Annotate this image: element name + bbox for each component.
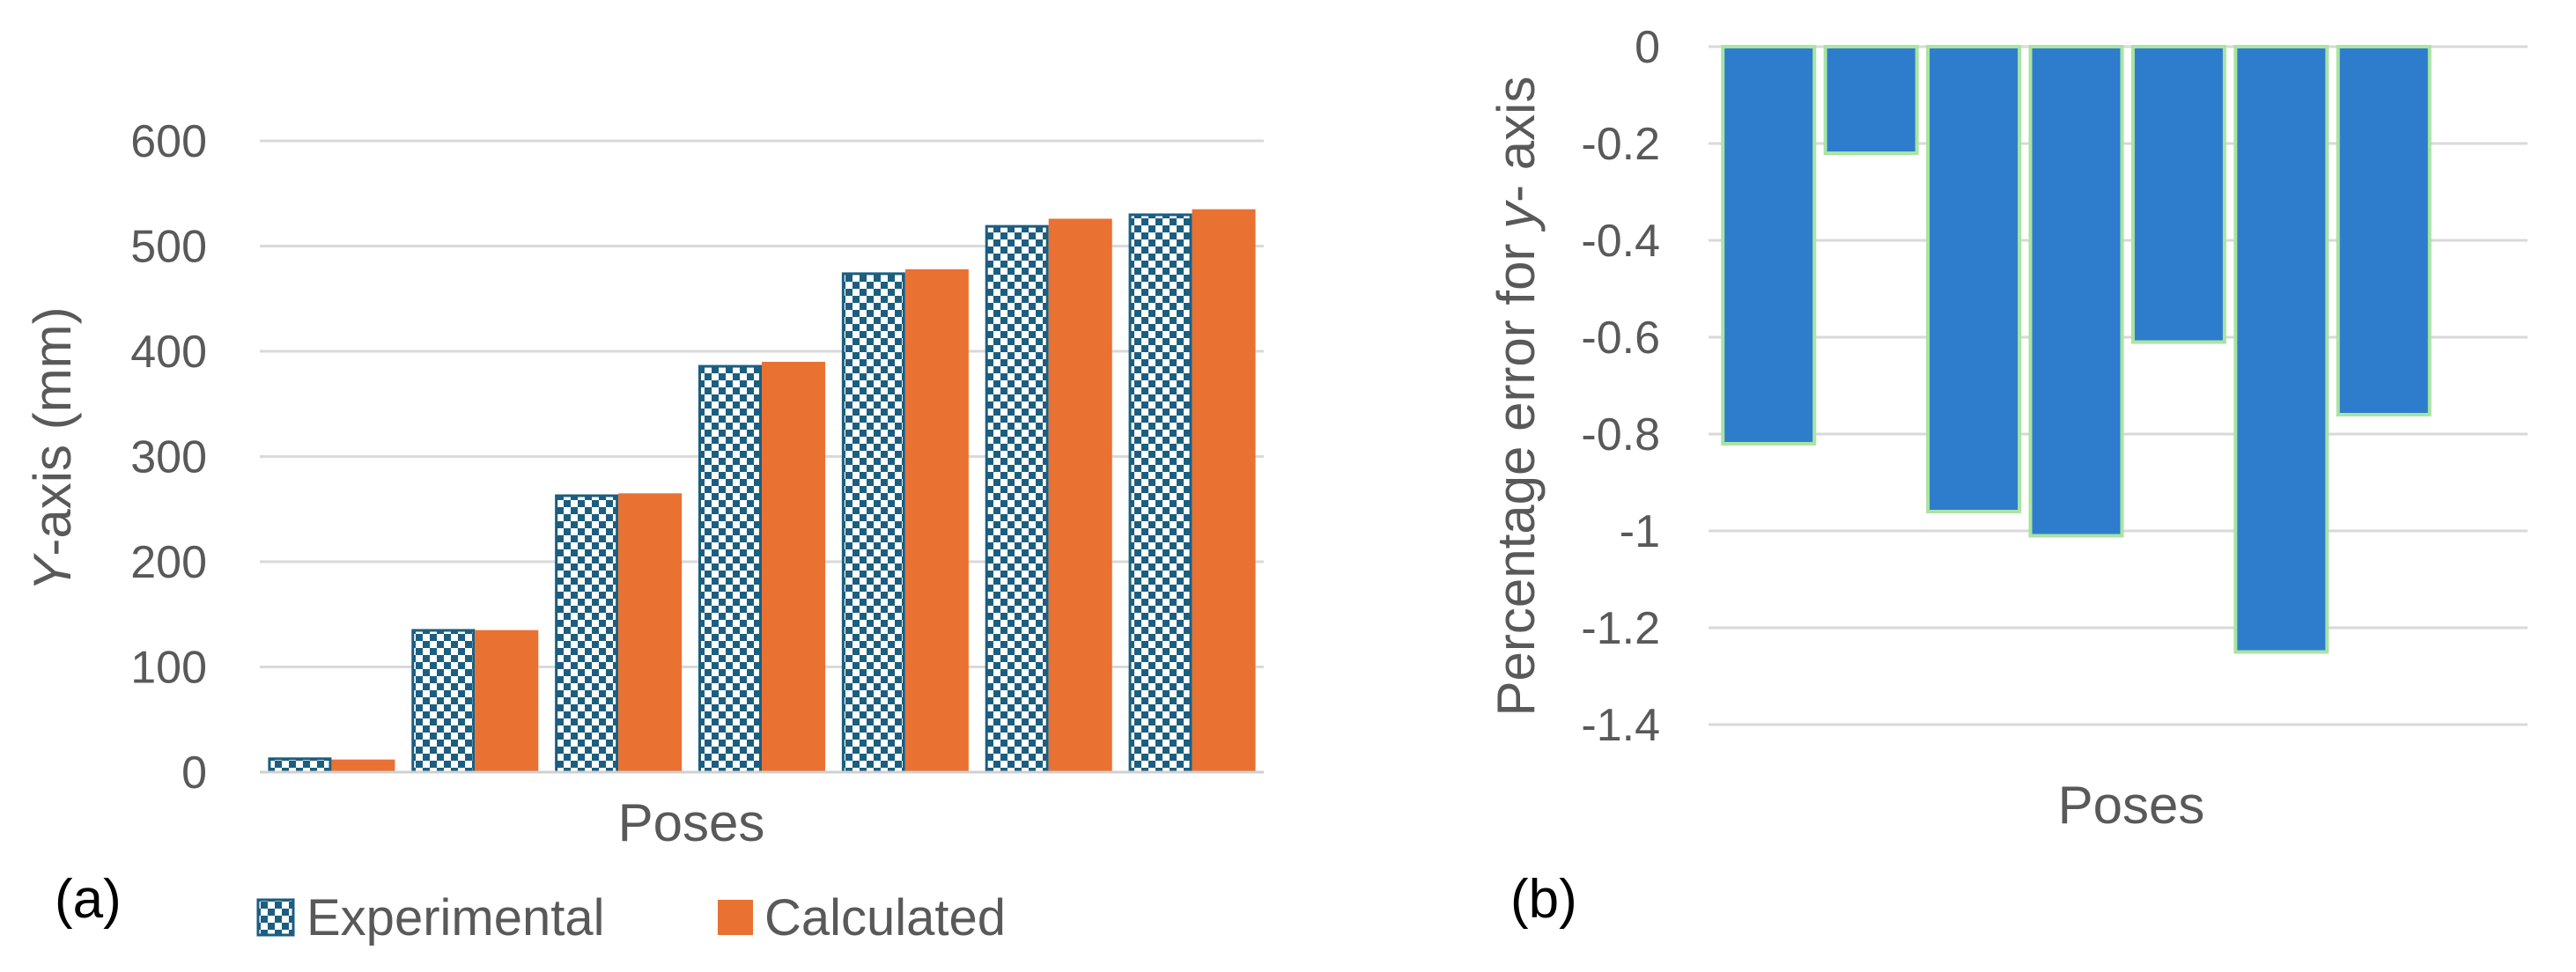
chart-a-y-axis-title: Y-axis (mm) <box>23 306 82 591</box>
chart-a-y-tick-label: 500 <box>130 222 207 273</box>
bar-percentage-error <box>2028 45 2124 538</box>
chart-a-y-tick-label: 400 <box>130 327 207 378</box>
chart-b-y-ticks: 0 -0.2 -0.4 -0.6 -0.8 -1 -1.2 -1.4 <box>1581 22 1660 751</box>
chart-b-y-tick-label: -0.2 <box>1581 119 1660 170</box>
chart-a-x-axis-title: Poses <box>618 793 765 852</box>
chart-a-y-tick-label: 0 <box>181 747 207 799</box>
bar-experimental <box>985 225 1049 774</box>
chart-b-y-tick-label: -0.6 <box>1581 313 1660 364</box>
chart-a-y-tick-label: 200 <box>130 537 207 588</box>
chart-b-y-tick-label: -1 <box>1620 506 1660 557</box>
chart-a-y-tick-label: 300 <box>130 432 207 483</box>
chart-b-y-tick-label: -0.8 <box>1581 409 1660 460</box>
bar-percentage-error <box>1721 45 1817 446</box>
chart-a-panel-label: (a) <box>55 869 122 930</box>
bar-calculated <box>1048 218 1112 772</box>
bar-experimental <box>698 364 762 774</box>
chart-b: 0 -0.2 -0.4 -0.6 -0.8 -1 -1.2 -1.4 Poses Percen… <box>1487 22 2528 930</box>
legend-item-experimental: Experimental <box>256 889 604 946</box>
bar-calculated <box>618 493 683 772</box>
chart-b-x-axis-title: Poses <box>2058 776 2205 835</box>
bar-experimental <box>555 494 619 774</box>
bar-experimental <box>841 272 905 774</box>
bar-percentage-error <box>1926 45 2022 513</box>
chart-a-y-tick-label: 100 <box>130 643 207 694</box>
chart-a: 0 100 200 300 400 500 600 Poses Y-axis (mm) (a… <box>23 116 1264 946</box>
legend-swatch-calculated <box>718 900 753 935</box>
chart-b-y-tick-label: -1.4 <box>1581 700 1660 751</box>
chart-b-panel-label: (b) <box>1510 869 1577 930</box>
bar-calculated <box>331 759 395 772</box>
chart-a-y-tick-label: 600 <box>130 116 207 167</box>
bar-calculated <box>475 630 539 772</box>
bar-calculated <box>762 361 825 772</box>
chart-a-y-ticks: 0 100 200 300 400 500 600 <box>130 116 207 799</box>
legend-item-calculated: Calculated <box>718 889 1006 946</box>
bar-percentage-error <box>2233 45 2329 654</box>
chart-a-bars <box>268 209 1256 774</box>
chart-b-y-axis-title: Percentage error for y- axis <box>1487 77 1546 717</box>
bar-percentage-error <box>2336 45 2432 416</box>
bar-experimental <box>268 757 332 774</box>
chart-b-bars <box>1721 45 2432 654</box>
bar-percentage-error <box>2130 45 2226 344</box>
bar-experimental <box>1128 213 1192 774</box>
chart-b-y-tick-label: -1.2 <box>1581 603 1660 654</box>
chart-a-legend: Experimental Calculated <box>256 889 1006 946</box>
legend-label-calculated: Calculated <box>764 889 1006 946</box>
chart-b-y-tick-label: 0 <box>1635 22 1660 73</box>
legend-label-experimental: Experimental <box>306 889 604 946</box>
legend-swatch-experimental <box>256 898 295 937</box>
bar-calculated <box>904 269 969 772</box>
bar-percentage-error <box>1823 45 1919 155</box>
bar-calculated <box>1192 209 1256 773</box>
bar-experimental <box>411 629 476 774</box>
chart-b-y-tick-label: -0.4 <box>1581 216 1660 267</box>
